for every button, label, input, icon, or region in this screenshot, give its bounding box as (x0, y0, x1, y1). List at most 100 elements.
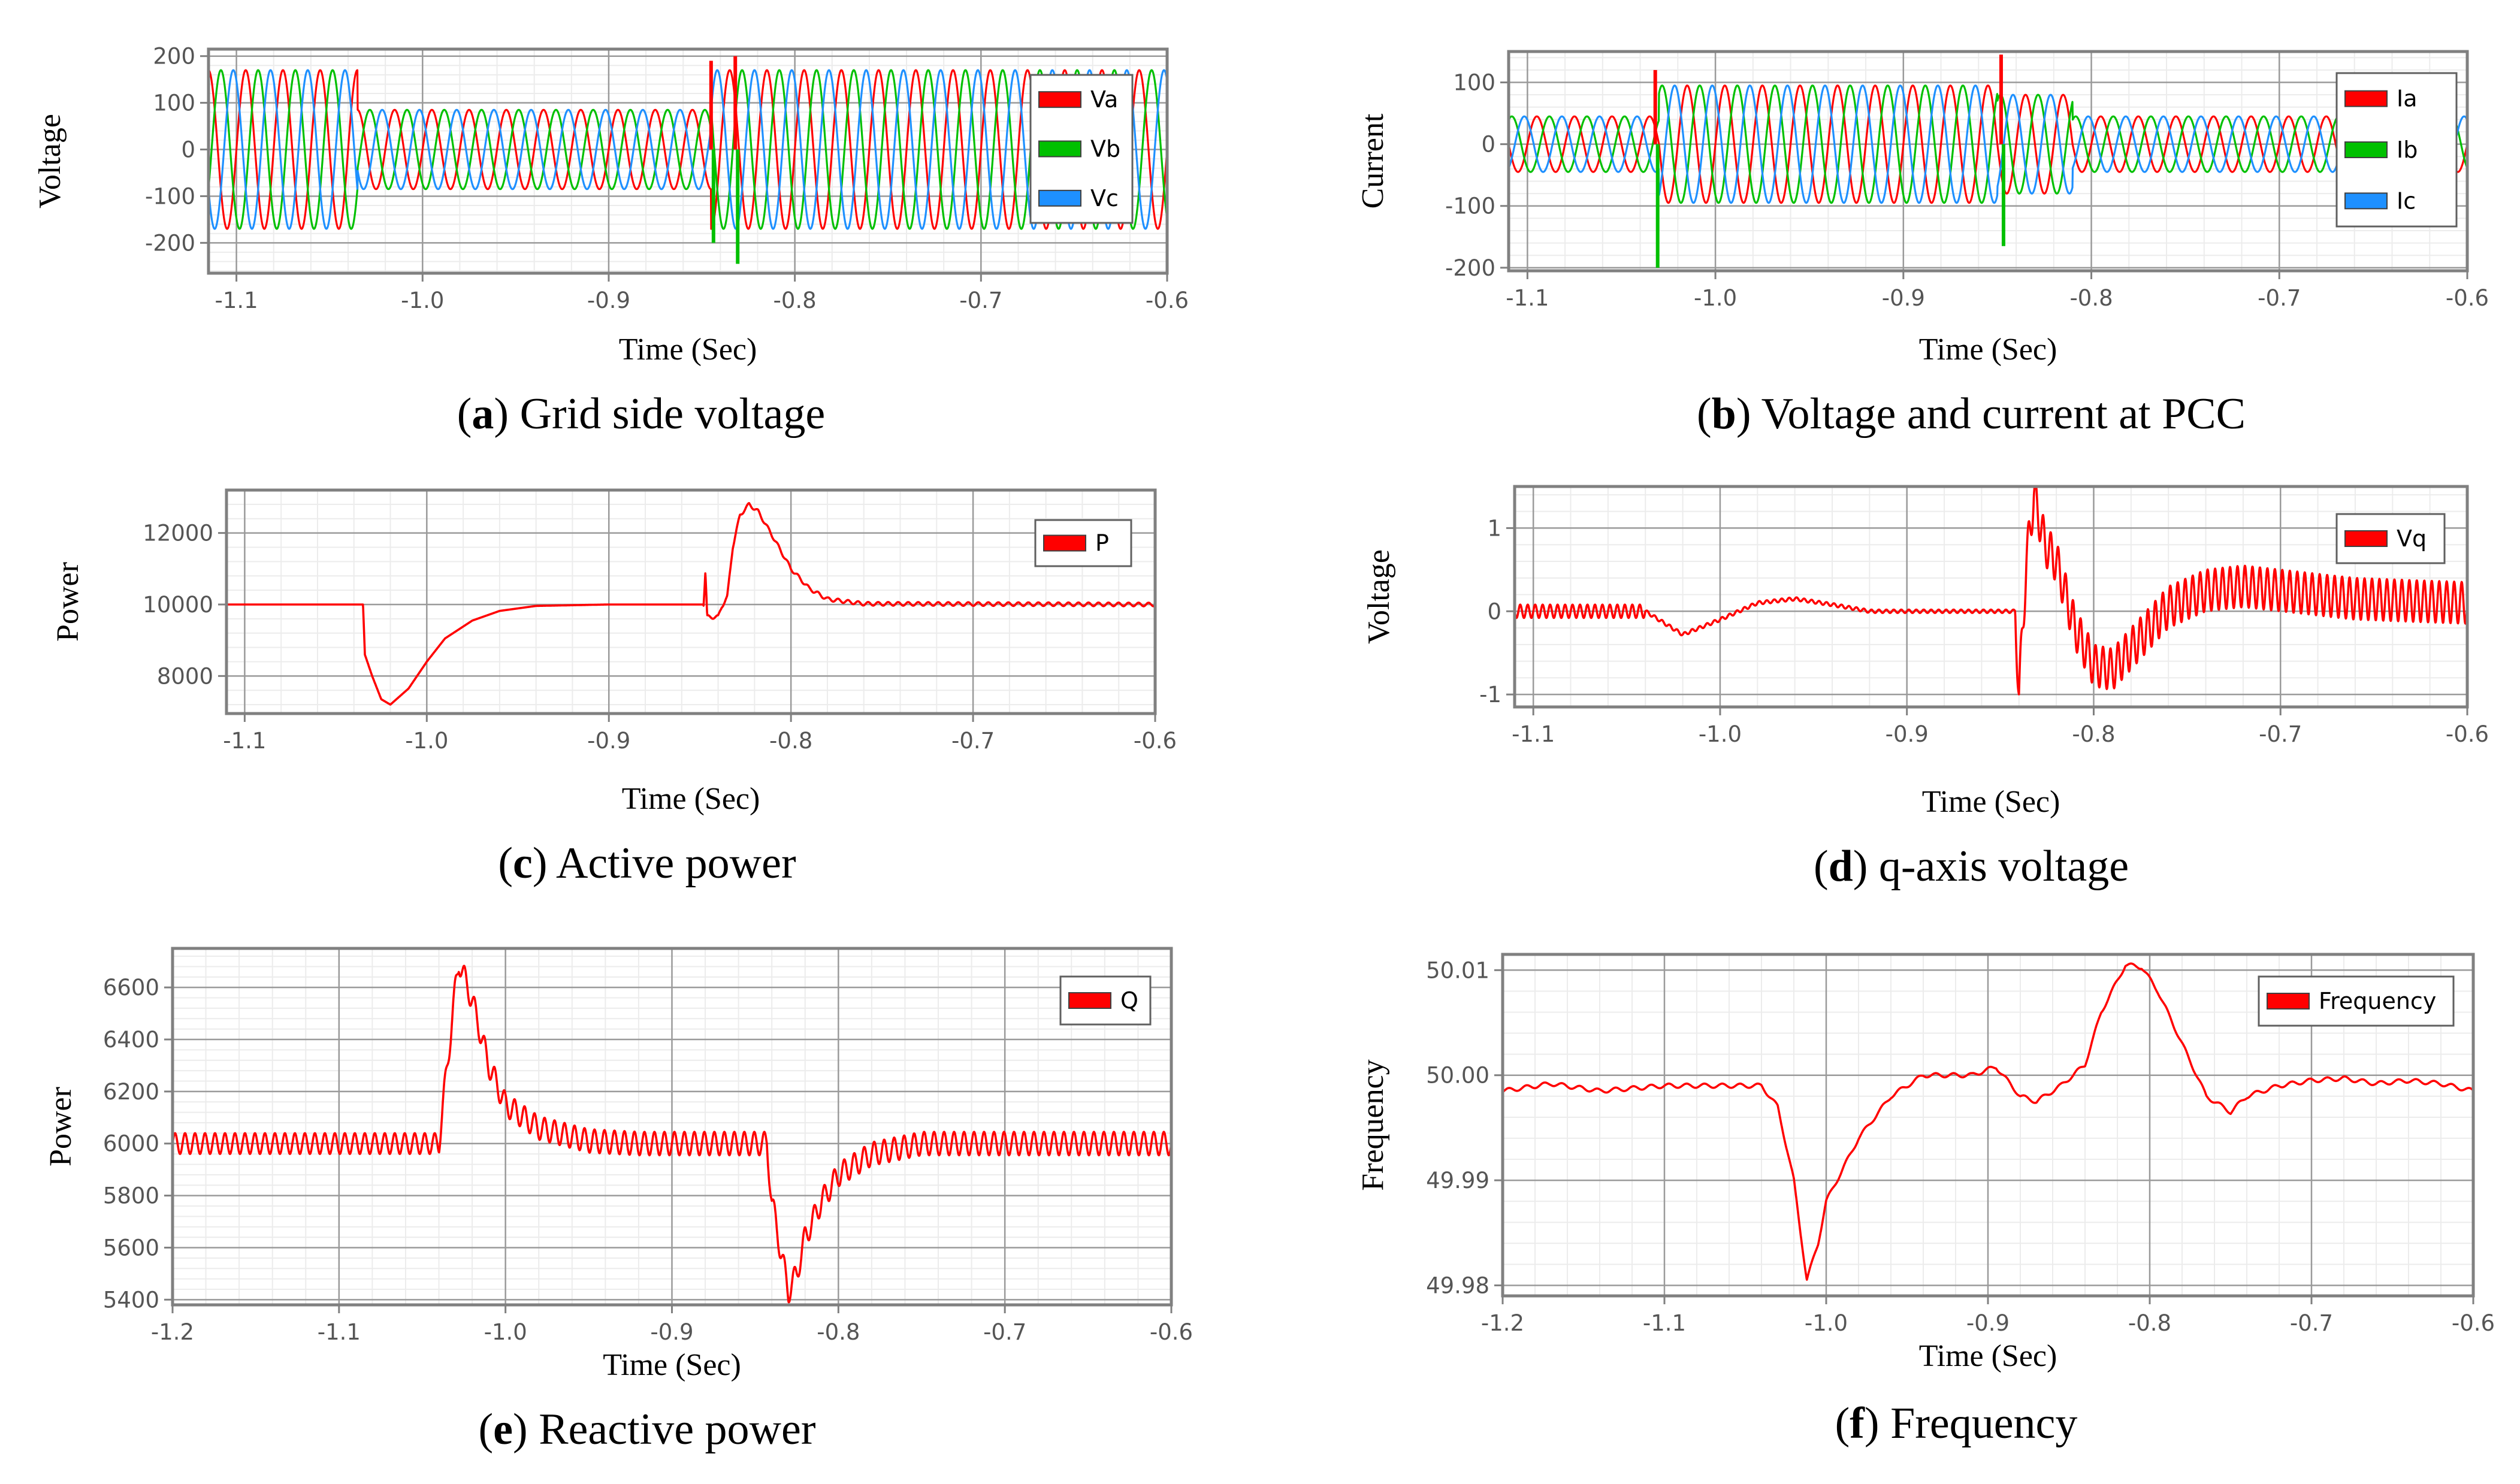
x-tick-label: -0.8 (2069, 285, 2113, 311)
legend-swatch-vq (2344, 530, 2388, 547)
legend-swatch-q (1068, 992, 1111, 1009)
plot-area (1515, 486, 2467, 707)
y-tick-label: 49.99 (1426, 1168, 1489, 1193)
legend-label-vc: Vc (1090, 185, 1119, 211)
legend-swatch-va (1038, 91, 1081, 108)
y-axis-label: Power (44, 1087, 78, 1166)
panel-e-reactive-power: -1.2 -1.1 -1.0 -0.9 -0.8 -0.7 -0.6 6600 6400 6200… (44, 947, 1193, 1454)
panel-caption: (b) Voltage and current at PCC (1697, 389, 2246, 439)
y-tick-label: 0 (1487, 599, 1501, 624)
legend-label-ib: Ib (2397, 137, 2418, 163)
x-tick-label: -0.8 (769, 728, 812, 754)
x-axis-label: Time (Sec) (619, 333, 757, 367)
legend-label-vq: Vq (2397, 525, 2427, 552)
x-tick-label: -0.8 (2128, 1310, 2171, 1336)
x-tick-label: -1.0 (405, 728, 448, 754)
legend-label-frequency: Frequency (2319, 988, 2436, 1014)
plot-frame (225, 488, 1157, 715)
caption-title: Active power (556, 839, 796, 888)
panel-caption: (c) Active power (498, 839, 796, 888)
x-tick-label: -0.7 (2259, 721, 2302, 747)
series-group (226, 502, 1155, 706)
x-tick-label: -0.9 (587, 728, 630, 754)
series-group (173, 965, 1171, 1304)
y-tick-label: 5400 (103, 1287, 159, 1313)
legend-swatch-vb (1038, 140, 1081, 158)
x-tick-label: -1.1 (223, 728, 266, 754)
y-axis-label: Power (51, 562, 85, 642)
x-tick-label: -0.8 (2072, 721, 2115, 747)
x-tick-label: -0.7 (959, 288, 1002, 313)
y-tick-label: 5800 (103, 1183, 159, 1209)
panel-c-active-power: -1.1 -1.0 -0.9 -0.8 -0.7 -0.6 12000 10000 8000 P T… (51, 488, 1177, 888)
caption-letter: e (493, 1405, 513, 1454)
y-tick-label: 50.00 (1426, 1063, 1489, 1089)
caption-paren-close: ) (1865, 1399, 1890, 1448)
x-tick-label: -0.6 (2446, 285, 2489, 311)
series-line-vb (209, 69, 1167, 230)
x-tick-label: -1.1 (215, 288, 258, 313)
plot-frame (171, 947, 1173, 1307)
y-tick-label: -100 (145, 183, 195, 209)
caption-title: q-axis voltage (1879, 842, 2129, 891)
x-tick-label: -0.6 (1150, 1319, 1193, 1345)
x-axis-label: Time (Sec) (1919, 333, 2057, 367)
series-line-q (173, 965, 1171, 1304)
caption-title: Reactive power (539, 1405, 815, 1454)
legend-label-ia: Ia (2397, 86, 2418, 112)
y-tick-label: 200 (153, 44, 195, 69)
x-axis-label: Time (Sec) (1922, 785, 2060, 819)
panel-caption: (f) Frequency (1835, 1399, 2078, 1448)
y-tick-label: 1 (1487, 515, 1501, 541)
panel-caption: (a) Grid side voltage (457, 389, 825, 439)
x-tick-label: -0.6 (1146, 288, 1189, 313)
series-line-ic (1509, 84, 2467, 204)
x-tick-label: -1.0 (1694, 285, 1737, 311)
x-tick-label: -1.2 (1481, 1310, 1524, 1336)
x-tick-label: -0.6 (1134, 728, 1177, 754)
x-tick-label: -1.2 (151, 1319, 194, 1345)
series-group (1509, 55, 2467, 268)
x-tick-label: -0.6 (2452, 1310, 2495, 1336)
legend-label-va: Va (1090, 86, 1118, 113)
panel-d-q-axis-voltage: -1.1 -1.0 -0.9 -0.8 -0.7 -0.6 1 0 -1 Vq Time (Sec)… (1362, 485, 2489, 891)
legend-swatch-frequency (2267, 993, 2310, 1010)
caption-paren-open: ( (457, 389, 472, 439)
x-tick-label: -0.7 (2290, 1310, 2333, 1336)
series-line-vq (1515, 486, 2467, 696)
x-tick-label: -1.1 (1512, 721, 1555, 747)
legend-label-q: Q (1120, 987, 1138, 1014)
series-group (1503, 962, 2473, 1281)
plot-area (1509, 52, 2467, 271)
x-tick-label: -1.0 (1699, 721, 1742, 747)
x-axis-label: Time (Sec) (603, 1348, 741, 1382)
y-tick-label: -200 (145, 230, 195, 256)
y-tick-label: 6600 (103, 975, 159, 1001)
caption-letter: f (1850, 1399, 1865, 1448)
y-tick-label: 0 (1481, 132, 1495, 158)
x-axis-label: Time (Sec) (622, 782, 760, 816)
x-tick-label: -0.7 (951, 728, 995, 754)
series-line-vc (209, 69, 1167, 230)
panel-b-voltage-current-pcc: -1.1 -1.0 -0.9 -0.8 -0.7 -0.6 100 0 -100 -200 Ia Ib… (1356, 50, 2489, 439)
x-tick-label: -1.0 (1805, 1310, 1848, 1336)
y-tick-label: 10000 (143, 592, 213, 618)
legend-swatch-vc (1038, 189, 1081, 207)
x-tick-label: -0.9 (1966, 1310, 2010, 1336)
y-tick-label: 5600 (103, 1235, 159, 1261)
x-tick-label: -0.8 (817, 1319, 860, 1345)
y-tick-label: 8000 (157, 663, 213, 689)
caption-paren-open: ( (498, 839, 513, 888)
y-tick-label: 12000 (143, 521, 213, 546)
caption-paren-close: ) (533, 839, 556, 888)
caption-title: Voltage and current at PCC (1761, 389, 2246, 439)
x-tick-label: -1.0 (401, 288, 444, 313)
x-tick-label: -0.8 (773, 288, 817, 313)
legend-swatch-p (1043, 534, 1086, 552)
caption-letter: b (1712, 389, 1736, 439)
caption-paren-open: ( (1814, 842, 1829, 891)
legend-label-vb: Vb (1090, 136, 1120, 162)
plot-frame (207, 47, 1169, 275)
x-tick-label: -1.1 (318, 1319, 361, 1345)
x-axis-label: Time (Sec) (1919, 1339, 2057, 1373)
